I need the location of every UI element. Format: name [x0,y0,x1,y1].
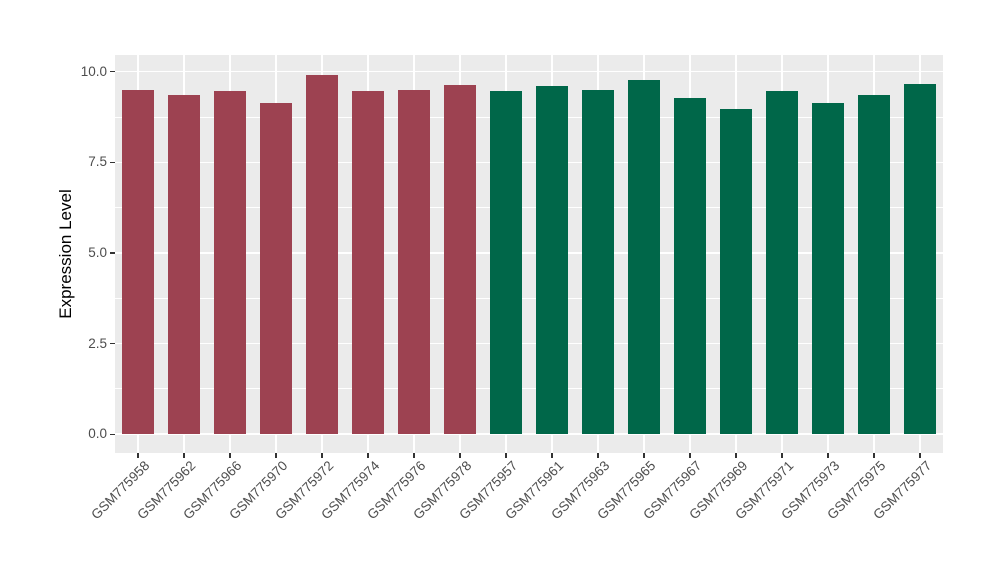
plot-panel [115,55,943,453]
x-tick-mark [321,453,323,458]
x-tick-mark [183,453,185,458]
x-tick-mark [919,453,921,458]
x-tick-mark [229,453,231,458]
x-tick-mark [459,453,461,458]
bar [168,94,200,435]
bar [582,89,614,435]
y-tick-label: 2.5 [88,335,107,351]
x-tick-mark [781,453,783,458]
h-gridline-minor [115,297,943,299]
bar [766,90,798,435]
bar [214,91,246,435]
y-tick-mark [110,433,115,435]
bar [536,86,568,435]
bar [628,79,660,435]
y-tick-label: 10.0 [80,63,107,79]
h-gridline-minor [115,388,943,390]
x-tick-mark [735,453,737,458]
x-tick-mark [689,453,691,458]
h-gridline-minor [115,116,943,118]
x-tick-mark [275,453,277,458]
x-tick-mark [367,453,369,458]
h-gridline-major [115,433,943,435]
bar [444,85,476,435]
x-tick-mark [597,453,599,458]
bar [260,102,292,435]
bar [720,109,752,435]
bar [674,98,706,435]
y-tick-mark [110,71,115,73]
h-gridline-minor [115,207,943,208]
y-tick-label: 0.0 [88,426,107,442]
h-gridline-major [115,161,943,163]
bar [352,90,384,435]
bar [858,94,890,435]
x-tick-mark [643,453,645,458]
bar [306,74,338,435]
bar [904,83,936,435]
bar [122,89,154,435]
y-tick-mark [110,342,115,345]
x-tick-mark [827,453,829,458]
x-tick-mark [413,453,415,458]
h-gridline-major [115,70,943,73]
bar [398,89,430,435]
h-gridline-major [115,342,943,345]
y-tick-mark [110,252,115,254]
x-tick-mark [505,453,507,458]
y-tick-mark [110,161,115,163]
x-tick-mark [137,453,139,458]
x-tick-mark [873,453,875,458]
bar [490,90,522,435]
h-gridline-major [115,252,943,254]
y-tick-label: 5.0 [88,244,107,260]
x-tick-mark [551,453,553,458]
bar [812,102,844,435]
y-tick-label: 7.5 [88,154,107,170]
